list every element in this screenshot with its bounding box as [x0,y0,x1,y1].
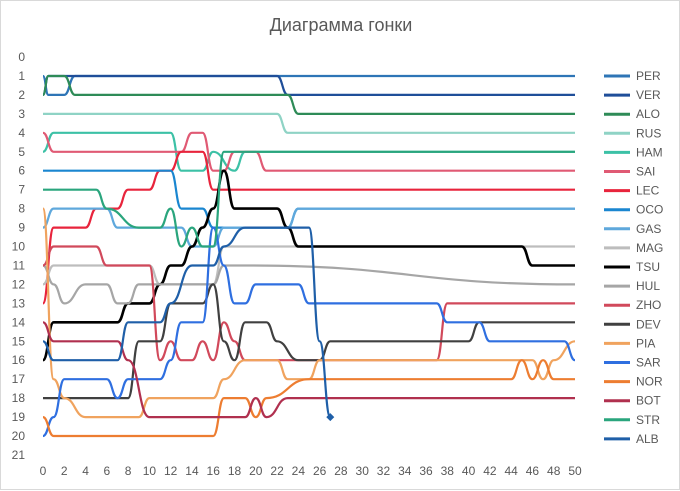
y-tick-label: 13 [12,296,26,310]
y-tick-label: 20 [12,429,26,443]
legend-label-oco: OCO [636,203,663,217]
legend-label-dev: DEV [636,317,661,331]
legend-label-nor: NOR [636,375,663,389]
x-tick-label: 34 [398,464,412,478]
legend-label-zho: ZHO [636,298,661,312]
legend-label-pia: PIA [636,336,655,350]
x-tick-label: 0 [40,464,47,478]
y-tick-label: 11 [13,258,26,272]
legend-label-tsu: TSU [636,260,660,274]
series-line-per [41,74,575,96]
x-tick-label: 18 [228,464,242,478]
series-line-alb [42,226,332,419]
y-tick-label: 15 [12,334,26,348]
series-line-rus [43,112,576,134]
series-line-ver [41,74,575,97]
x-tick-label: 42 [483,464,497,478]
x-tick-label: 36 [419,464,433,478]
x-tick-label: 22 [270,464,284,478]
legend-label-ham: HAM [636,145,663,159]
y-tick-label: 7 [18,183,25,197]
y-tick-label: 16 [12,353,26,367]
series-line-sai [42,131,575,172]
x-tick-label: 50 [568,464,582,478]
x-tick-label: 38 [441,464,455,478]
y-tick-label: 1 [18,69,25,83]
legend-label-rus: RUS [636,126,661,140]
x-tick-label: 4 [82,464,89,478]
series-line-hul [42,264,576,305]
series-line-bot [42,321,575,419]
y-tick-label: 6 [18,164,25,178]
x-tick-label: 20 [249,464,263,478]
legend-label-gas: GAS [636,222,661,236]
y-tick-label: 19 [12,410,26,424]
x-tick-label: 48 [547,464,561,478]
x-tick-label: 6 [103,464,110,478]
chart-title: Диаграмма гонки [269,15,413,35]
x-axis-ticks: 0 2 4 6 8 10 12 14 16 18 20 22 24 26 28 30 32 34 36 38 40 42 4… [40,464,582,478]
y-tick-label: 10 [12,240,26,254]
legend-label-ver: VER [636,88,661,102]
legend-label-sai: SAI [636,165,655,179]
series-line-str [43,150,575,248]
x-tick-label: 46 [526,464,540,478]
series-line-pia [41,207,576,419]
x-tick-label: 26 [313,464,327,478]
legend-label-lec: LEC [636,184,660,198]
x-tick-label: 40 [462,464,476,478]
legend-label-hul: HUL [636,279,660,293]
x-tick-label: 10 [143,464,157,478]
series-line-sar [42,226,576,438]
x-tick-label: 28 [334,464,348,478]
legend-label-str: STR [636,413,660,427]
legend-label-per: PER [636,69,661,83]
x-tick-label: 12 [164,464,178,478]
legend-label-alo: ALO [636,107,660,121]
y-tick-label: 2 [18,88,25,102]
y-tick-label: 4 [18,126,25,140]
y-tick-label: 18 [12,391,26,405]
y-tick-label: 0 [18,50,25,64]
series-line-dev [43,283,575,400]
legend-label-sar: SAR [636,356,661,370]
y-tick-label: 5 [18,145,25,159]
x-tick-label: 2 [61,464,68,478]
series-end-marker-alb [326,413,335,422]
x-tick-label: 24 [292,464,306,478]
y-tick-label: 17 [12,372,26,386]
y-tick-label: 9 [18,221,25,235]
x-tick-label: 14 [185,464,199,478]
legend-label-bot: BOT [636,394,661,408]
series-line-alo [41,74,575,116]
series-line-nor [42,359,575,438]
legend-label-alb: ALB [636,432,659,446]
x-tick-label: 8 [125,464,132,478]
x-tick-label: 16 [207,464,221,478]
y-tick-label: 3 [18,107,25,121]
x-tick-label: 30 [356,464,370,478]
legend-label-mag: MAG [636,241,663,255]
x-tick-label: 44 [504,464,518,478]
y-tick-label: 12 [12,277,26,291]
series-lines [41,74,576,438]
y-tick-label: 21 [12,448,26,462]
chart-legend: PER VER ALO RUS HAM SAI LEC OCO GAS MAG TSU HUL ZHO D… [604,69,663,446]
y-tick-label: 14 [12,315,26,329]
x-tick-label: 32 [377,464,391,478]
y-tick-label: 8 [18,202,25,216]
series-line-lec [41,150,575,305]
